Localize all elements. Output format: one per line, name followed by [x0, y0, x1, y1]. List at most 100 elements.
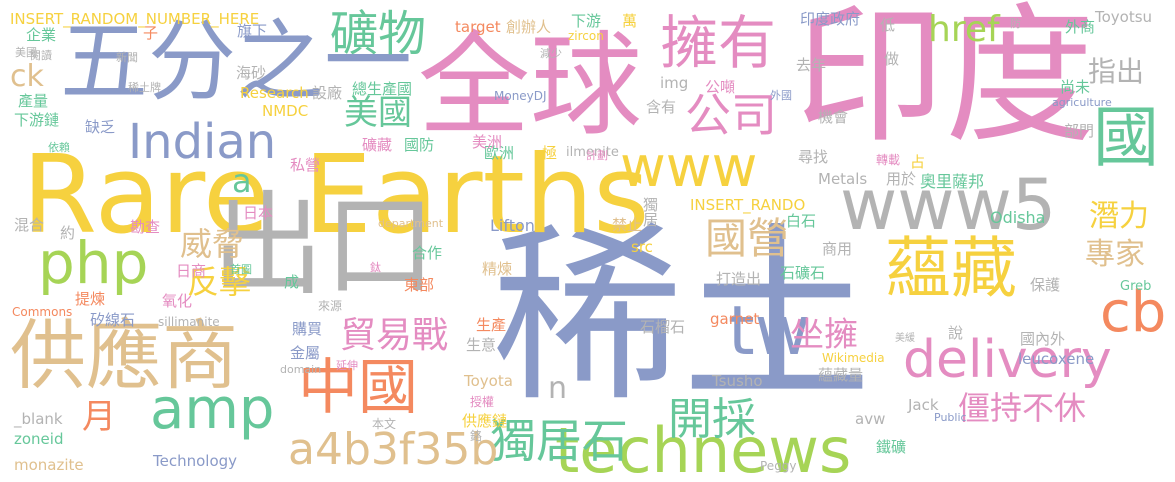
cloud-word: 萬: [622, 12, 638, 30]
cloud-word: www: [620, 135, 758, 200]
cloud-word: 下游: [571, 12, 602, 30]
cloud-word: 全球: [418, 21, 642, 151]
cloud-word: 禁止: [612, 216, 643, 234]
cloud-word: 鐵礦: [876, 438, 907, 456]
cloud-word: 供應商: [10, 311, 238, 400]
cloud-word: Odisha: [990, 208, 1046, 227]
cloud-word: 開採: [668, 394, 756, 445]
cloud-word: 白石: [786, 212, 817, 230]
cloud-word: 尋找: [798, 148, 829, 166]
cloud-word: 創辦人: [506, 18, 552, 36]
cloud-word: 威脅: [180, 225, 245, 263]
cloud-word: _blank: [14, 410, 63, 428]
cloud-word: 指出: [1088, 55, 1145, 88]
cloud-word: Public: [934, 411, 967, 424]
cloud-word: 美國: [15, 46, 37, 59]
cloud-word: 去年: [796, 56, 827, 74]
cloud-word: 日商: [176, 262, 207, 280]
cloud-word: 矽線石: [90, 311, 136, 329]
cloud-word: php: [38, 229, 149, 297]
cloud-word: domain: [280, 363, 322, 376]
cloud-word: Toyota: [464, 372, 513, 390]
cloud-word: 生意: [466, 336, 497, 354]
cloud-word: 稀土牌: [128, 81, 161, 94]
cloud-word: 低: [880, 16, 896, 34]
cloud-word: 下游鏈: [14, 111, 60, 129]
cloud-word: zoneid: [14, 430, 64, 448]
cloud-word: a: [232, 162, 252, 200]
cloud-word: 供應鏈: [462, 412, 508, 430]
cloud-word: 國營: [705, 214, 790, 263]
cloud-word: target: [455, 18, 501, 36]
cloud-word: cb: [1100, 280, 1167, 345]
cloud-word: 轉載: [876, 153, 901, 167]
cloud-word: ck: [10, 59, 44, 94]
cloud-word: 獨居石: [490, 414, 628, 468]
cloud-word: 新聞: [116, 51, 138, 64]
cloud-word: 專家: [1085, 237, 1145, 272]
cloud-word: 鉻: [470, 429, 483, 443]
cloud-word: 日本: [243, 204, 274, 222]
cloud-word: 產量: [18, 92, 49, 110]
cloud-word: Research: [240, 84, 309, 102]
cloud-word: 企業: [26, 26, 57, 44]
cloud-word: 缺乏: [85, 118, 116, 136]
cloud-word: 稀土: [492, 206, 873, 427]
cloud-word: leucoxene: [1018, 350, 1095, 368]
cloud-word: 授權: [470, 395, 495, 409]
cloud-word: 保護: [1030, 276, 1061, 294]
cloud-word: 反擊: [187, 263, 252, 301]
cloud-word: INSERT_RANDO: [690, 196, 806, 214]
cloud-word: Lifton: [490, 216, 535, 235]
cloud-word: 蘊藏量: [818, 366, 864, 384]
cloud-word: ilmenite: [566, 145, 619, 160]
cloud-word: 說: [948, 324, 964, 342]
cloud-word: Peggy: [760, 459, 797, 473]
cloud-word: 部門: [1064, 122, 1095, 140]
cloud-word: 國內外: [1020, 330, 1066, 348]
cloud-word: 占: [910, 153, 926, 171]
cloud-word: 蘊藏: [885, 230, 1017, 307]
cloud-word: NMDC: [262, 102, 309, 120]
cloud-word: Rare Earths: [22, 133, 650, 258]
cloud-word: 石礦石: [780, 264, 826, 282]
cloud-word: 提煉: [75, 290, 106, 308]
cloud-word: 僵持不休: [958, 389, 1087, 427]
cloud-word: Tsusho: [712, 372, 763, 390]
cloud-word: sillimanite: [158, 315, 220, 329]
cloud-word: 私營: [290, 156, 321, 174]
cloud-word: 歐洲: [484, 144, 515, 162]
cloud-word: monazite: [14, 456, 84, 474]
cloud-word: 中國: [298, 353, 418, 423]
cloud-word: Commons: [12, 305, 73, 319]
cloud-word: 混合: [14, 216, 45, 234]
cloud-word: INSERT_RANDOM_NUMBER_HERE: [10, 10, 260, 28]
cloud-word: 子: [143, 24, 159, 42]
cloud-word: 海砂: [236, 64, 267, 82]
cloud-word: 潛力: [1089, 199, 1149, 234]
cloud-word: 鈦: [370, 261, 381, 274]
cloud-word: 本文: [372, 417, 397, 431]
cloud-word: 印度政府: [800, 10, 861, 28]
cloud-word: 印度: [795, 0, 1096, 164]
cloud-word: 美緩: [895, 333, 915, 344]
cloud-word: 閱讀: [30, 49, 52, 62]
cloud-word: 石榴石: [640, 318, 686, 336]
cloud-word: 月: [82, 397, 116, 437]
cloud-word: 延伸: [336, 359, 358, 372]
cloud-word: a4b3f35b: [288, 424, 499, 475]
cloud-word: 合作: [412, 244, 443, 262]
cloud-word: 機會: [818, 108, 849, 126]
cloud-word: 五分之一: [60, 10, 413, 113]
cloud-word: www5: [840, 164, 1057, 246]
cloud-word: agriculture: [1052, 96, 1112, 109]
cloud-word: delivery: [903, 330, 1112, 390]
cloud-word: 尚未: [1060, 78, 1091, 96]
cloud-word: 來源: [318, 299, 343, 313]
cloud-word: 國: [1093, 99, 1159, 176]
cloud-word: 打造出: [716, 270, 762, 288]
cloud-word: Wikimedia: [822, 351, 885, 365]
cloud-word: 約: [60, 224, 76, 242]
cloud-word: 礦物: [330, 6, 427, 62]
cloud-word: img: [660, 74, 689, 92]
